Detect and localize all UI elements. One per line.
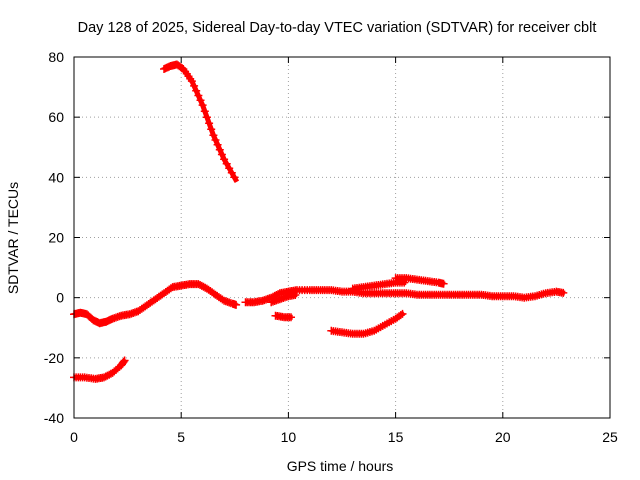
series-arc-3-markers — [160, 60, 239, 182]
data-point — [232, 300, 241, 309]
data-point — [194, 91, 203, 100]
data-point — [198, 101, 207, 110]
y-tick-label: 20 — [48, 230, 64, 246]
data-point — [103, 371, 112, 380]
chart-title: Day 128 of 2025, Sidereal Day-to-day VTE… — [78, 20, 597, 36]
axis-ticks: 0 5 10 15 20 25 -40 -20 0 20 40 60 80 — [44, 49, 618, 445]
data-point — [398, 309, 407, 318]
series-arc-6-markers — [271, 311, 295, 322]
series-arc-7-markers — [327, 309, 407, 338]
y-tick-label: 60 — [48, 109, 64, 125]
x-tick-label: 5 — [177, 429, 185, 445]
series-arc-5-markers — [267, 291, 300, 307]
data-point — [196, 96, 205, 105]
data-point — [190, 81, 199, 90]
series-arc-2-markers — [70, 356, 129, 383]
series-arc-1-markers — [70, 280, 241, 328]
y-tick-label: 40 — [48, 169, 64, 185]
series-arc-9-markers — [391, 274, 448, 288]
data-point — [217, 150, 226, 159]
x-tick-label: 15 — [388, 429, 404, 445]
x-axis-label: GPS time / hours — [287, 458, 394, 474]
data-point — [225, 164, 234, 173]
data-point — [396, 311, 405, 320]
data-point — [192, 86, 201, 95]
data-point — [211, 136, 220, 144]
plot-data — [70, 60, 568, 383]
data-point — [222, 159, 231, 168]
x-tick-label: 20 — [495, 429, 511, 445]
data-point — [559, 288, 568, 297]
data-point — [220, 155, 229, 164]
data-point — [119, 357, 128, 366]
data-point — [213, 140, 222, 149]
y-tick-label: 0 — [56, 290, 64, 306]
x-tick-label: 25 — [602, 429, 618, 445]
data-point — [291, 291, 300, 299]
x-tick-label: 0 — [70, 429, 78, 445]
data-point — [215, 145, 224, 154]
data-point — [209, 131, 218, 140]
data-point — [287, 313, 295, 322]
data-point — [120, 356, 129, 365]
y-axis-label: SDTVAR / TECUs — [5, 182, 21, 294]
y-tick-label: -40 — [44, 410, 64, 426]
data-point — [439, 279, 448, 288]
x-tick-label: 10 — [281, 429, 297, 445]
data-point — [205, 119, 214, 128]
data-point — [230, 173, 239, 182]
data-point — [227, 168, 236, 177]
data-point — [202, 113, 211, 122]
data-point — [200, 107, 209, 116]
data-point — [101, 372, 110, 381]
y-tick-label: -20 — [44, 350, 64, 366]
y-tick-label: 80 — [48, 49, 64, 65]
data-point — [187, 77, 196, 86]
data-point — [207, 125, 216, 134]
grid-lines — [74, 57, 610, 418]
